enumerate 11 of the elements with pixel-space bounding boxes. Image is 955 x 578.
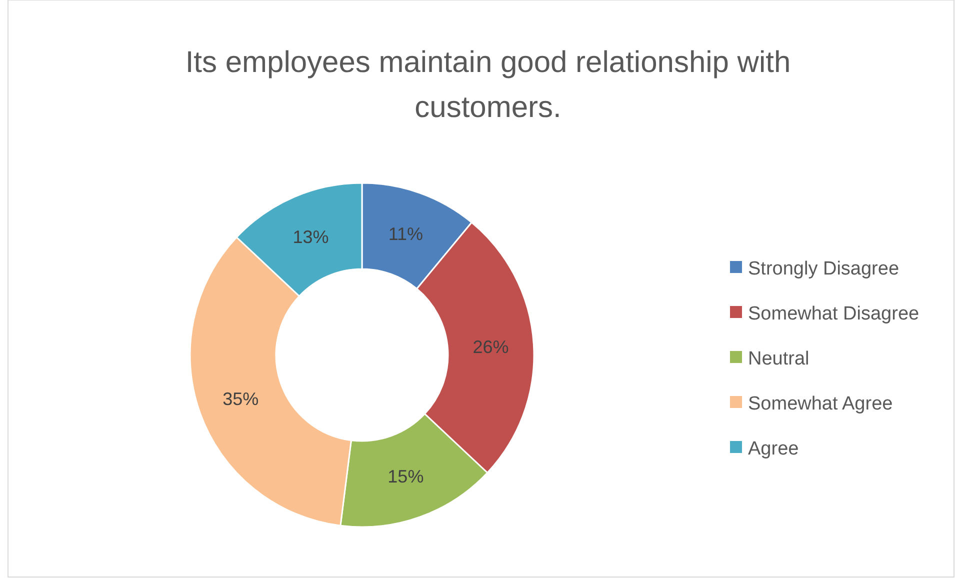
legend-label: Neutral: [748, 348, 810, 370]
legend-label: Strongly Disagree: [748, 258, 900, 280]
legend-label: Agree: [748, 438, 799, 460]
data-label: 26%: [472, 337, 509, 358]
chart-title: Its employees maintain good relationship with customers.: [185, 46, 791, 124]
data-label: 13%: [292, 226, 329, 247]
data-label: 11%: [388, 224, 424, 244]
data-label: 35%: [222, 388, 259, 409]
legend-label: Somewhat Disagree: [748, 304, 920, 325]
data-label: 15%: [388, 466, 424, 487]
legend-label: Somewhat Agree: [748, 394, 893, 415]
